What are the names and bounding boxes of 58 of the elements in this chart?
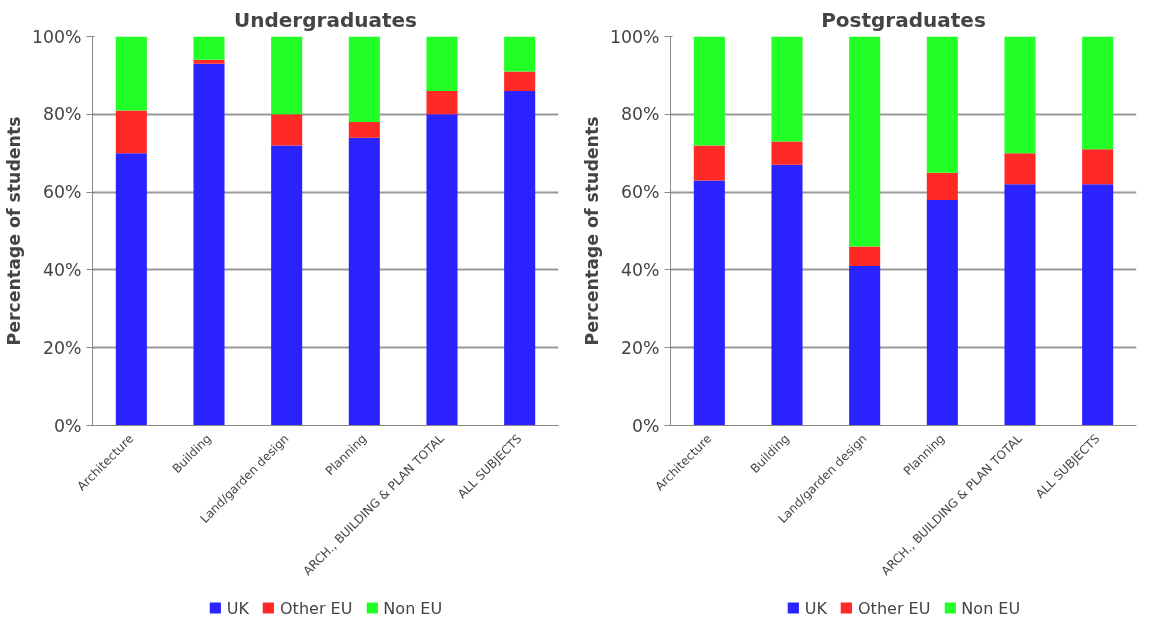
chart-title: Postgraduates <box>821 7 986 32</box>
bar <box>504 90 536 426</box>
bar <box>348 137 380 426</box>
legend-label: Other EU <box>858 598 931 617</box>
y-tick-label: 60% <box>620 182 660 203</box>
y-tick-label: 0% <box>632 415 660 436</box>
bar <box>426 36 458 91</box>
legend-label: Non EU <box>383 598 443 617</box>
bar <box>348 36 380 123</box>
bar <box>926 199 958 426</box>
bar <box>504 71 536 91</box>
bar <box>193 63 225 426</box>
bar <box>115 36 147 111</box>
y-tick-label: 80% <box>620 104 660 125</box>
bar <box>771 164 803 426</box>
legend-label: UK <box>804 598 828 617</box>
legend-label: Other EU <box>280 598 353 617</box>
bar <box>271 145 303 426</box>
y-tick-label: 100% <box>609 26 660 47</box>
bar <box>271 114 303 146</box>
y-tick-label: 80% <box>42 104 82 125</box>
chart-title: Undergraduates <box>234 7 417 32</box>
bar <box>693 145 725 181</box>
bar <box>426 114 458 426</box>
y-axis-title: Percentage of students <box>3 116 24 346</box>
y-axis-title: Percentage of students <box>581 116 602 346</box>
bar <box>1082 149 1114 185</box>
bar <box>693 36 725 146</box>
bar <box>1082 36 1114 150</box>
y-tick-label: 100% <box>31 26 82 47</box>
legend-label: UK <box>226 598 250 617</box>
bar <box>1004 36 1036 154</box>
bar <box>115 153 147 426</box>
bar <box>926 36 958 173</box>
y-tick-label: 60% <box>42 182 82 203</box>
bar <box>849 36 881 247</box>
bar <box>1004 153 1036 185</box>
bar <box>849 246 881 267</box>
bar <box>271 36 303 115</box>
bar <box>849 266 881 426</box>
bar <box>426 90 458 115</box>
bar <box>193 36 225 60</box>
bar <box>926 172 958 200</box>
y-tick-label: 0% <box>54 415 82 436</box>
bar <box>115 110 147 154</box>
bar <box>348 122 380 138</box>
y-tick-label: 40% <box>620 259 660 280</box>
bar <box>1082 184 1114 426</box>
bar <box>193 59 225 64</box>
legend-label: Non EU <box>961 598 1021 617</box>
y-tick-label: 20% <box>42 337 82 358</box>
y-tick-label: 20% <box>620 337 660 358</box>
bar <box>1004 184 1036 426</box>
bar <box>504 36 536 72</box>
y-tick-label: 40% <box>42 259 82 280</box>
bar <box>771 36 803 142</box>
bar <box>771 141 803 165</box>
bar <box>693 180 725 426</box>
